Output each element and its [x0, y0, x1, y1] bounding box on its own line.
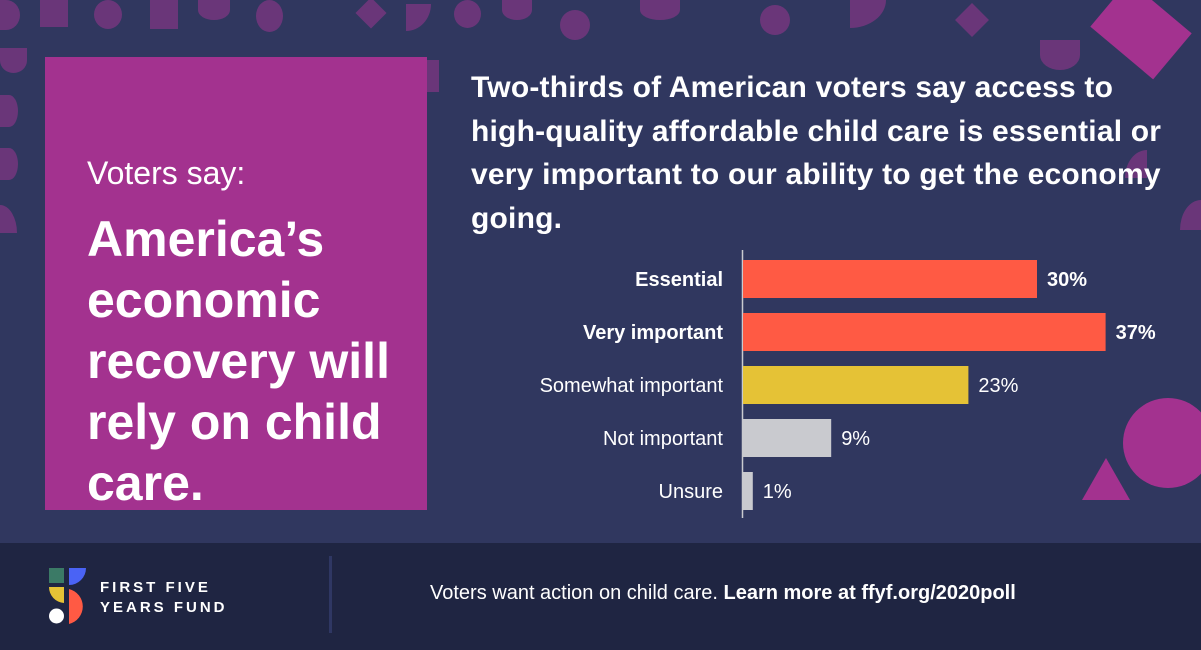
footer-link[interactable]: Learn more at ffyf.org/2020poll — [723, 582, 1016, 604]
chart-question: Two-thirds of American voters say access… — [471, 71, 1162, 235]
value-label: 23% — [978, 375, 1018, 397]
card-kicker: Voters say: — [87, 155, 246, 191]
category-label: Not important — [603, 428, 723, 450]
headline-card: Voters say: America’s economic recovery … — [45, 57, 427, 511]
footer-cta: Voters want action on child care. Learn … — [430, 582, 1016, 604]
question-emphasis: essential or very important — [471, 114, 1162, 192]
category-label: Essential — [635, 269, 723, 291]
value-label: 37% — [1116, 322, 1156, 344]
ffyf-logo-text: FIRST FIVE YEARS FUND — [100, 579, 228, 616]
bar-0 — [743, 260, 1037, 298]
category-label: Unsure — [659, 481, 723, 503]
bar-2 — [743, 366, 969, 404]
value-label: 1% — [763, 481, 792, 503]
bar-1 — [743, 313, 1106, 351]
value-label: 9% — [841, 428, 870, 450]
bar-chart: Essential 30% Very important 37% Somewhat im… — [540, 250, 1156, 518]
card-headline: America’s economic recovery will rely on… — [87, 211, 390, 511]
bar-3 — [743, 419, 832, 457]
category-label: Somewhat important — [540, 375, 724, 397]
ffyf-logo-icon — [49, 568, 86, 624]
category-label: Very important — [583, 322, 723, 344]
footer — [0, 543, 1201, 650]
value-label: 30% — [1047, 269, 1087, 291]
bar-4 — [743, 472, 753, 510]
footer-divider — [329, 556, 332, 633]
